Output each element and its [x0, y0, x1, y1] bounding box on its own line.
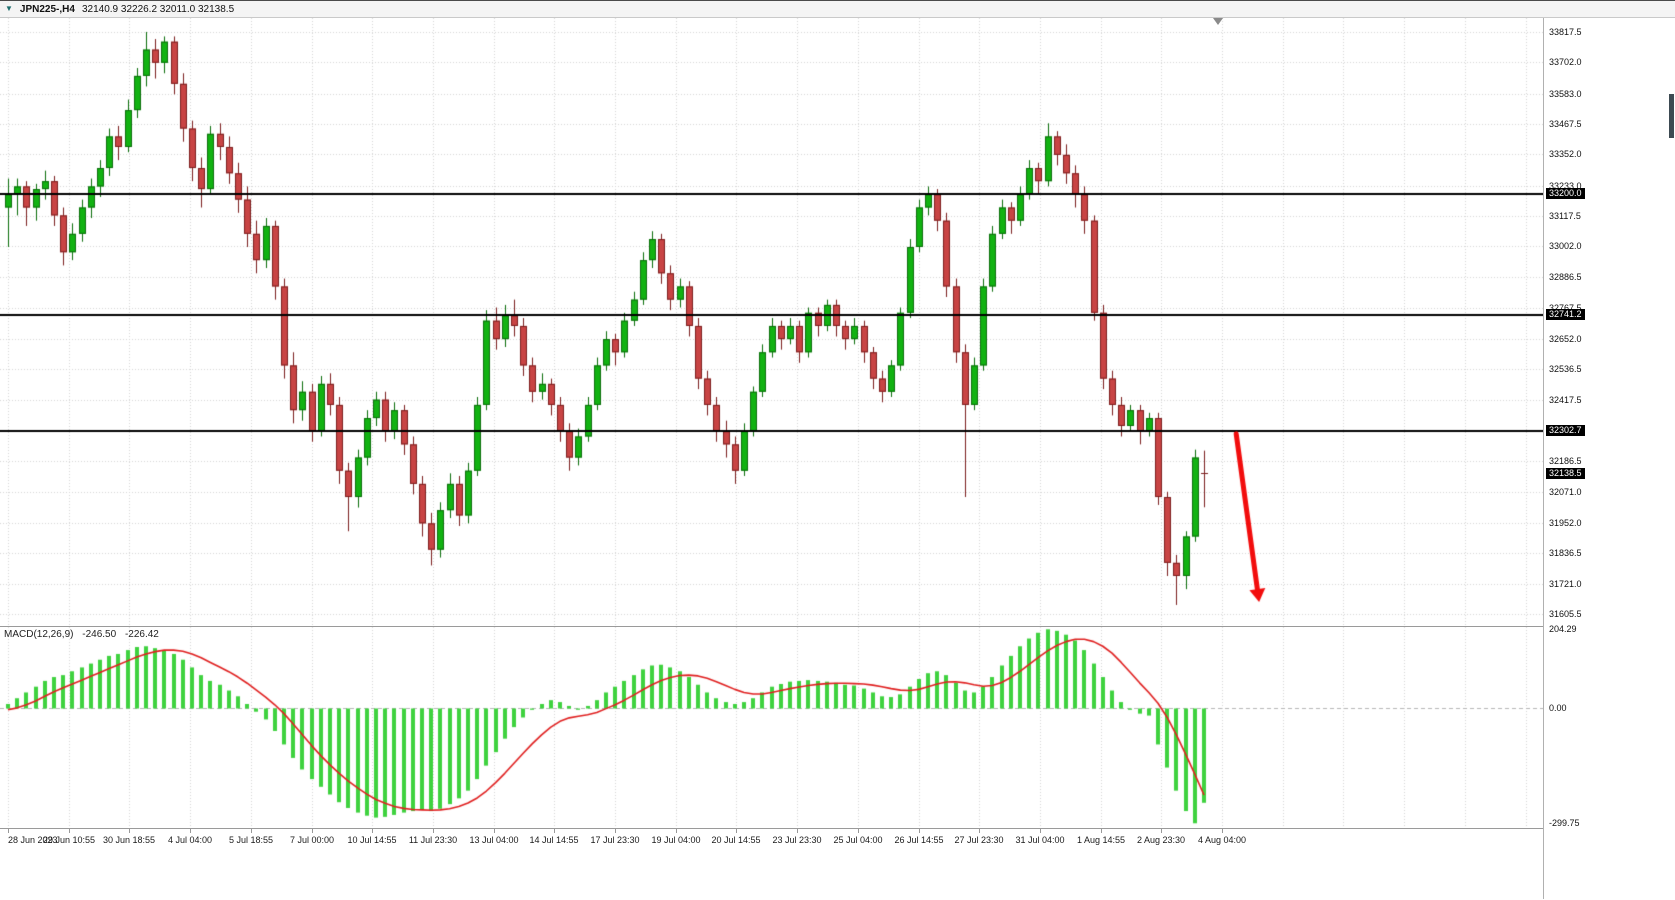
price-axis[interactable]: 33817.5 33702.0 33583.0 33467.5 33352.0 33233…	[1543, 18, 1675, 899]
time-tick-label: 30 Jun 18:55	[102, 835, 156, 845]
time-tick-mark	[919, 829, 920, 833]
pane-separator[interactable]	[0, 626, 1543, 627]
price-pane	[0, 18, 1543, 626]
time-tick-mark	[858, 829, 859, 833]
scrollbar-thumb[interactable]	[1669, 94, 1674, 138]
price-tick-label: 32767.5	[1549, 303, 1582, 313]
macd-tick-label: 204.29	[1549, 624, 1577, 635]
macd-canvas[interactable]	[0, 627, 1543, 828]
price-tick-label: 33352.0	[1549, 149, 1582, 160]
price-tick-label: 32071.0	[1549, 486, 1582, 497]
chart-header: ▼ JPN225-,H4 32140.9 32226.2 32011.0 321…	[0, 1, 1675, 18]
time-tick-label: 11 Jul 23:30	[408, 835, 458, 845]
time-tick-label: 17 Jul 23:30	[590, 835, 640, 845]
time-tick-label: 14 Jul 14:55	[529, 835, 579, 845]
time-tick-label: 10 Jul 14:55	[347, 835, 397, 845]
hline-price-badge: 32302.7	[1546, 424, 1585, 436]
chart-shift-marker-icon[interactable]	[1213, 18, 1223, 25]
time-tick-label: 19 Jul 04:00	[651, 835, 701, 845]
macd-indicator-label: MACD(12,26,9) -246.50 -226.42	[4, 629, 165, 640]
plot-column: MACD(12,26,9) -246.50 -226.42 28 Jun 202…	[0, 18, 1543, 899]
time-tick-mark	[251, 829, 252, 833]
time-tick-mark	[554, 829, 555, 833]
price-tick-label: 33702.0	[1549, 57, 1582, 68]
time-tick-label: 28 Jun 2023	[8, 835, 58, 845]
time-tick-label: 5 Jul 18:55	[228, 835, 274, 845]
time-tick-label: 25 Jul 04:00	[833, 835, 883, 845]
time-tick-mark	[372, 829, 373, 833]
macd-tick-label: 0.00	[1549, 702, 1567, 713]
macd-name: MACD(12,26,9)	[4, 629, 74, 640]
time-tick-mark	[676, 829, 677, 833]
time-tick-label: 31 Jul 04:00	[1015, 835, 1065, 845]
time-tick-label: 1 Aug 14:55	[1076, 835, 1126, 845]
current-price-badge: 32138.5	[1546, 467, 1585, 479]
time-tick-mark	[8, 829, 9, 833]
time-tick-mark	[129, 829, 130, 833]
price-tick-label: 33233.0	[1549, 180, 1582, 191]
price-tick-label: 32886.5	[1549, 271, 1582, 282]
price-tick-label: 32417.5	[1549, 395, 1582, 406]
time-tick-label: 13 Jul 04:00	[469, 835, 519, 845]
time-tick-mark	[1101, 829, 1102, 833]
macd-signal-value: -226.42	[124, 629, 159, 640]
time-tick-label: 2 Aug 23:30	[1136, 835, 1186, 845]
time-tick-label: 4 Jul 04:00	[167, 835, 213, 845]
macd-tick-label: -299.75	[1549, 818, 1580, 829]
time-tick-mark	[312, 829, 313, 833]
time-tick-label: 7 Jul 00:00	[289, 835, 335, 845]
time-tick-mark	[1222, 829, 1223, 833]
time-tick-label: 4 Aug 04:00	[1197, 835, 1247, 845]
price-tick-label: 31836.5	[1549, 548, 1582, 559]
hline-price-badge: 32741.2	[1546, 309, 1585, 321]
time-tick-mark	[615, 829, 616, 833]
ohlc-quote: 32140.9 32226.2 32011.0 32138.5	[81, 3, 235, 15]
price-tick-label: 32186.5	[1549, 456, 1582, 467]
symbol-timeframe-label: JPN225-,H4	[19, 3, 75, 15]
price-tick-label: 33583.0	[1549, 88, 1582, 99]
time-tick-label: 23 Jul 23:30	[772, 835, 822, 845]
price-tick-label: 33467.5	[1549, 118, 1582, 129]
time-tick-mark	[1040, 829, 1041, 833]
price-tick-label: 33117.5	[1549, 211, 1581, 222]
time-tick-mark	[494, 829, 495, 833]
macd-value: -246.50	[82, 629, 117, 640]
price-tick-label: 33002.0	[1549, 241, 1582, 252]
macd-pane: MACD(12,26,9) -246.50 -226.42	[0, 627, 1543, 828]
time-tick-mark	[190, 829, 191, 833]
time-tick-mark	[797, 829, 798, 833]
time-axis[interactable]: 28 Jun 2023 29 Jun 10:55 30 Jun 18:55 4 Jul…	[0, 828, 1543, 899]
chart-body: MACD(12,26,9) -246.50 -226.42 28 Jun 202…	[0, 18, 1675, 899]
price-tick-label: 32652.0	[1549, 333, 1582, 344]
time-tick-label: 27 Jul 23:30	[954, 835, 1004, 845]
time-tick-label: 29 Jun 10:55	[42, 835, 96, 845]
time-tick-label: 20 Jul 14:55	[711, 835, 761, 845]
time-tick-mark	[979, 829, 980, 833]
price-tick-label: 31605.5	[1549, 609, 1582, 620]
price-tick-label: 31952.0	[1549, 517, 1582, 528]
time-tick-label: 26 Jul 14:55	[894, 835, 944, 845]
price-chart-canvas[interactable]	[0, 18, 1543, 626]
time-tick-mark	[69, 829, 70, 833]
time-tick-mark	[433, 829, 434, 833]
price-tick-label: 33817.5	[1549, 26, 1582, 37]
hline-price-badge: 33200.0	[1546, 188, 1585, 200]
price-tick-label: 31721.0	[1549, 578, 1582, 589]
symbol-expander-icon[interactable]: ▼	[5, 4, 13, 13]
price-tick-label: 32536.5	[1549, 363, 1582, 374]
time-tick-mark	[1161, 829, 1162, 833]
time-tick-mark	[736, 829, 737, 833]
